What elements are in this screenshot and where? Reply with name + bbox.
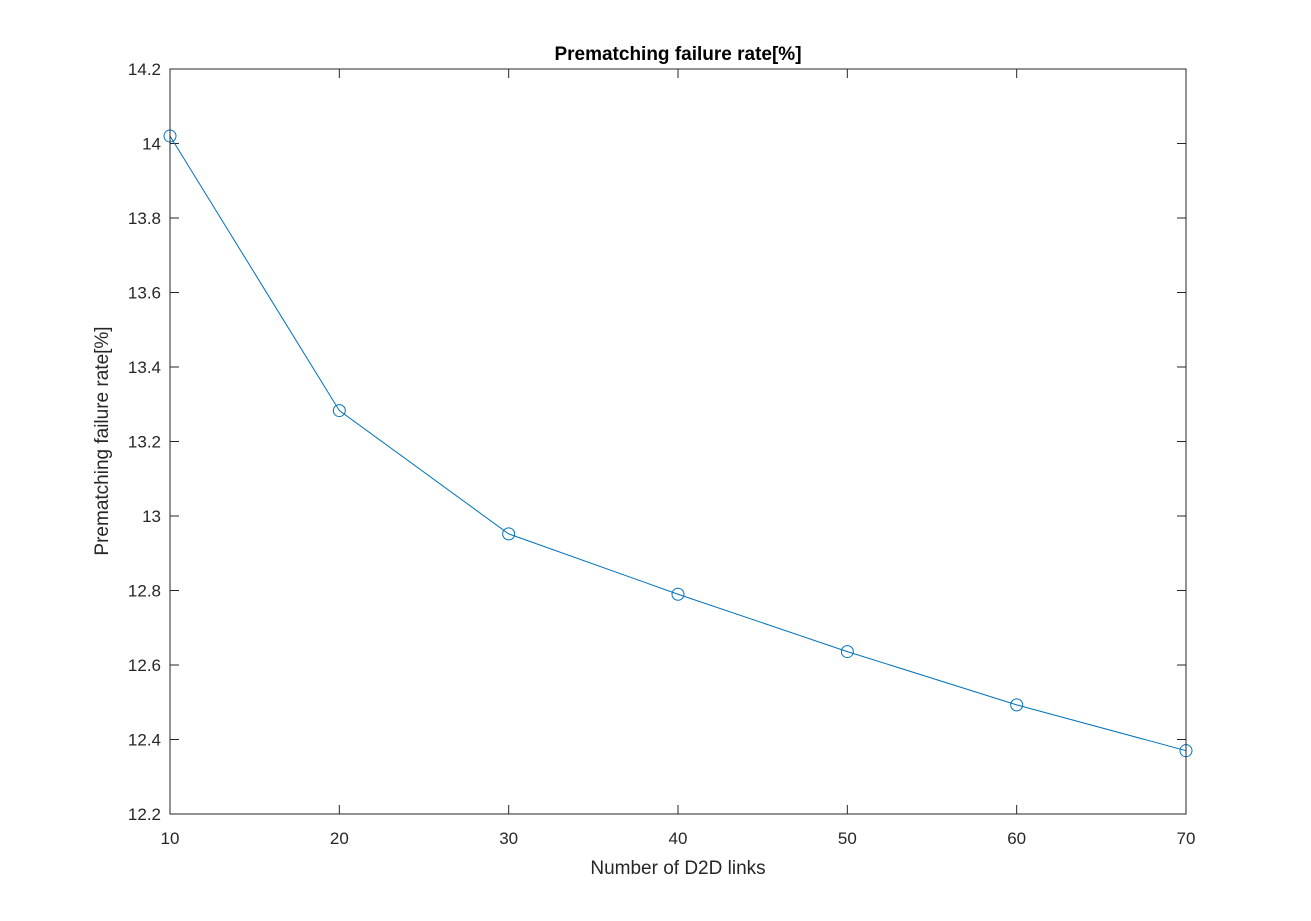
y-tick-label: 14: [142, 135, 161, 154]
y-tick-label: 13.8: [128, 209, 161, 228]
y-tick-label: 12.6: [128, 656, 161, 675]
y-tick-label: 12.4: [128, 731, 161, 750]
y-tick-label: 13.2: [128, 433, 161, 452]
x-tick-label: 40: [669, 829, 688, 848]
data-point-marker: [1010, 698, 1024, 712]
x-tick-label: 60: [1007, 829, 1026, 848]
data-point-marker: [332, 404, 346, 418]
x-tick-label: 10: [161, 829, 180, 848]
x-tick-label: 20: [330, 829, 349, 848]
data-point-marker: [840, 645, 854, 659]
y-tick-label: 12.8: [128, 582, 161, 601]
y-tick-label: 12.2: [128, 805, 161, 824]
data-point-marker: [671, 587, 685, 601]
series-line: [169, 135, 1187, 752]
chart-title: Prematching failure rate[%]: [554, 44, 801, 65]
plot-area-background: [170, 69, 1186, 814]
y-axis-label: Prematching failure rate[%]: [92, 326, 113, 555]
x-axis-label: Number of D2D links: [590, 858, 765, 879]
plot-area-box: [169, 68, 1187, 815]
y-tick-label: 14.2: [128, 60, 161, 79]
y-tick-label: 13.4: [128, 358, 161, 377]
y-tick-label: 13: [142, 507, 161, 526]
x-tick-label: 50: [838, 829, 857, 848]
x-tick-label: 30: [499, 829, 518, 848]
x-tick-label: 70: [1177, 829, 1196, 848]
data-point-marker: [502, 527, 516, 541]
y-tick-label: 13.6: [128, 284, 161, 303]
